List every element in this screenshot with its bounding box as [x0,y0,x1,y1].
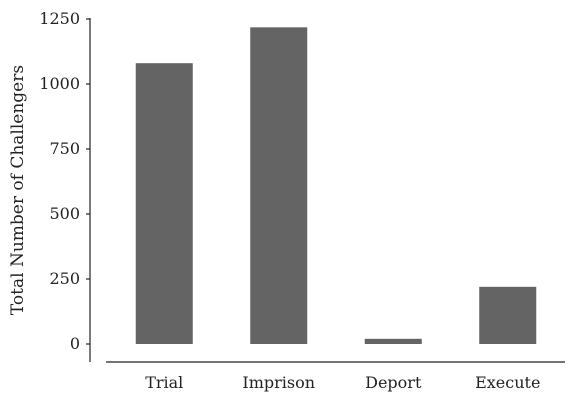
x-tick-label-trial: Trial [145,373,183,392]
y-tick-label: 750 [49,139,80,158]
y-tick-label: 1000 [39,74,80,93]
y-axis-ticks: 0 250 500 750 1000 1250 [39,9,90,353]
bar-execute [479,286,537,344]
x-tick-label-execute: Execute [475,373,540,392]
y-tick-label: 250 [49,269,80,288]
x-axis-labels: Trial Imprison Deport Execute [145,373,540,392]
x-tick-label-imprison: Imprison [242,373,315,392]
y-tick-label: 0 [70,334,80,353]
x-tick-label-deport: Deport [365,373,422,392]
bar-imprison [250,27,308,344]
bar-deport [364,338,422,344]
y-tick-label: 1250 [39,9,80,28]
bars [135,27,537,344]
y-tick-label: 500 [49,204,80,223]
y-axis-title: Total Number of Challengers [8,65,28,315]
bar-trial [135,63,193,344]
